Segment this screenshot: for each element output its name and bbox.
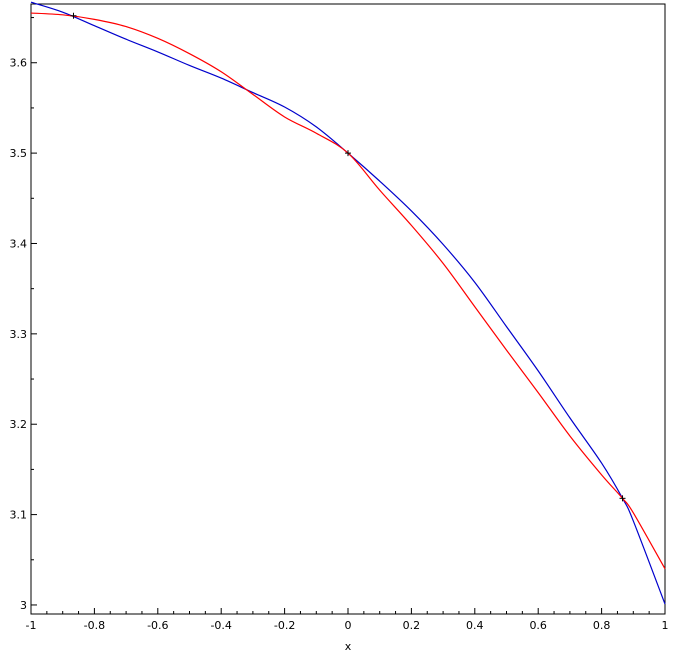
y-tick-label: 3.2 — [10, 418, 28, 431]
x-tick-label: -0.4 — [210, 619, 231, 632]
plot-frame — [30, 3, 666, 615]
axis-ticks — [30, 17, 666, 614]
x-tick-label: 0.2 — [403, 619, 421, 632]
intersection-marker — [619, 495, 626, 502]
x-tick-label: -0.8 — [84, 619, 105, 632]
y-tick-label: 3.3 — [10, 328, 28, 341]
red-curve — [30, 12, 666, 570]
y-tick-label: 3.1 — [10, 509, 28, 522]
x-tick-label: -0.2 — [274, 619, 295, 632]
blue-curve — [30, 1, 666, 605]
intersection-marker — [70, 12, 77, 19]
intersection-marker — [345, 150, 351, 157]
x-tick-label: 0.8 — [593, 619, 611, 632]
tick-labels: -1 -0.8 -0.6 -0.4 -0.2 0 0.2 0.4 0.6 0.8 1 3 3.1 3.2 3… — [10, 57, 669, 632]
y-tick-label: 3.5 — [10, 147, 28, 160]
y-tick-label: 3 — [20, 599, 27, 612]
x-tick-label: -1 — [26, 619, 37, 632]
x-tick-label: 0 — [345, 619, 352, 632]
x-tick-label: 0.6 — [529, 619, 547, 632]
x-axis-title: x — [345, 640, 352, 653]
data-markers — [70, 12, 626, 502]
x-tick-label: 0.4 — [466, 619, 484, 632]
data-series — [30, 1, 666, 605]
y-tick-label: 3.6 — [10, 57, 28, 70]
x-tick-label: 1 — [662, 619, 669, 632]
y-tick-label: 3.4 — [10, 237, 28, 250]
x-tick-label: -0.6 — [147, 619, 168, 632]
